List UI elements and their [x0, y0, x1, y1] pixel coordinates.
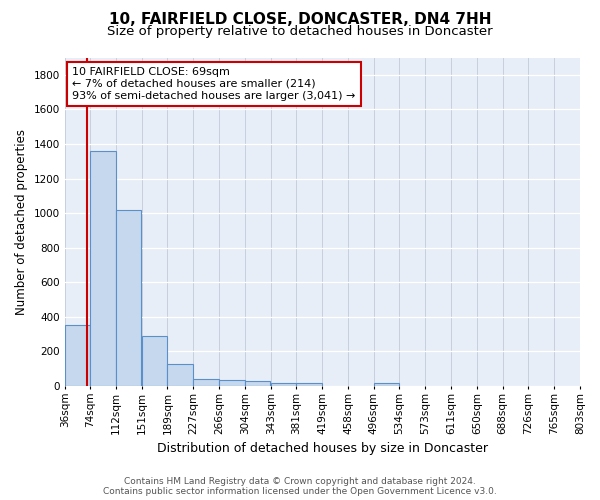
- X-axis label: Distribution of detached houses by size in Doncaster: Distribution of detached houses by size …: [157, 442, 488, 455]
- Bar: [296, 384, 322, 386]
- Bar: [90, 151, 116, 386]
- Bar: [65, 324, 90, 386]
- Text: 10 FAIRFIELD CLOSE: 69sqm
← 7% of detached houses are smaller (214)
93% of semi-: 10 FAIRFIELD CLOSE: 69sqm ← 7% of detach…: [73, 68, 356, 100]
- Bar: [167, 364, 193, 386]
- Y-axis label: Number of detached properties: Number of detached properties: [15, 128, 28, 314]
- Text: Size of property relative to detached houses in Doncaster: Size of property relative to detached ho…: [107, 25, 493, 38]
- Bar: [116, 210, 141, 386]
- Text: 10, FAIRFIELD CLOSE, DONCASTER, DN4 7HH: 10, FAIRFIELD CLOSE, DONCASTER, DN4 7HH: [109, 12, 491, 28]
- Bar: [219, 380, 245, 386]
- Bar: [271, 382, 296, 386]
- Bar: [193, 378, 218, 386]
- Text: Contains HM Land Registry data © Crown copyright and database right 2024.
Contai: Contains HM Land Registry data © Crown c…: [103, 476, 497, 496]
- Bar: [245, 381, 270, 386]
- Bar: [374, 383, 399, 386]
- Bar: [142, 336, 167, 386]
